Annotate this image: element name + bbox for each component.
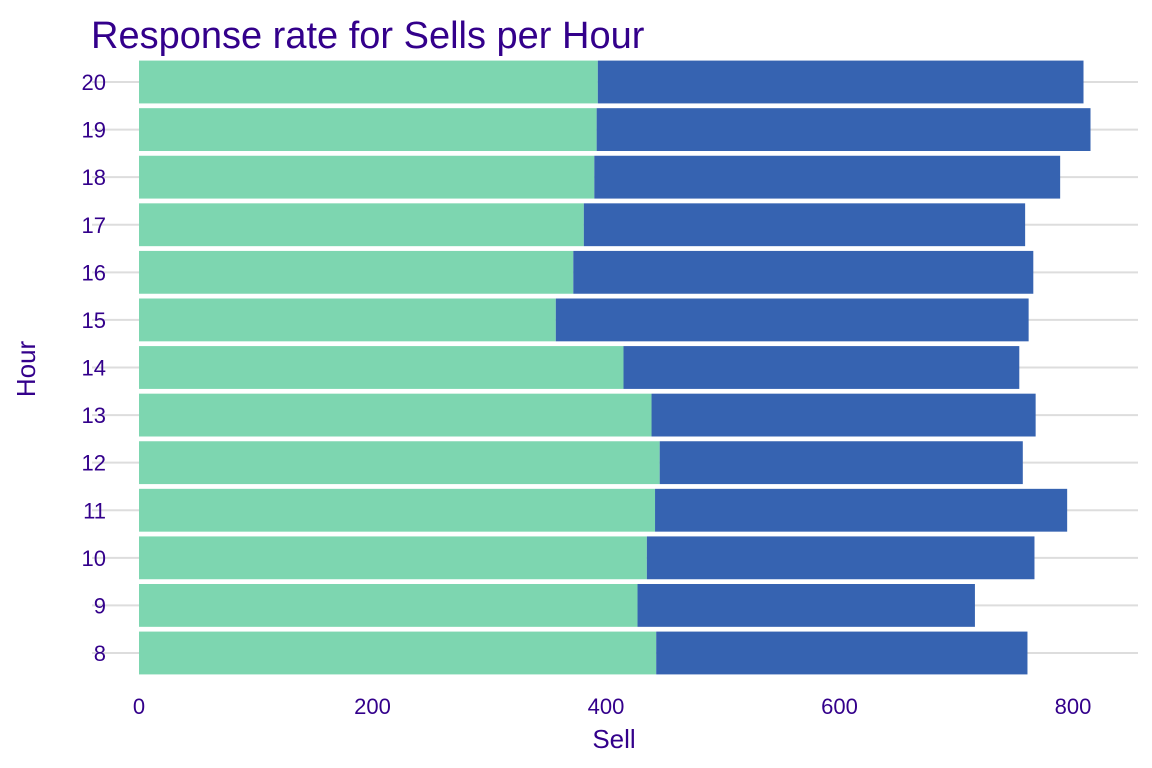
- bar-layer: [139, 60, 1091, 675]
- y-tick-label-9: 9: [94, 593, 106, 618]
- bar-hour-14-segment-1: [139, 346, 624, 389]
- y-tick-label-14: 14: [82, 356, 106, 381]
- bar-hour-8-segment-1: [139, 631, 657, 675]
- bar-hour-16-segment-2: [573, 250, 1034, 294]
- bar-hour-10-segment-2: [646, 536, 1035, 580]
- bar-hour-20-segment-1: [139, 60, 598, 104]
- y-tick-labels: 8 9 10 11 12 13 14 15 16 17 18 19 20: [82, 70, 106, 666]
- y-tick-label-12: 12: [82, 451, 106, 476]
- bar-hour-20-segment-2: [597, 60, 1084, 104]
- bar-hour-8-segment-2: [656, 631, 1028, 675]
- y-tick-label-15: 15: [82, 308, 106, 333]
- y-tick-label-8: 8: [94, 641, 106, 666]
- x-tick-label-0: 0: [133, 694, 145, 719]
- y-axis-title: Hour: [11, 340, 41, 397]
- y-tick-label-20: 20: [82, 70, 106, 95]
- bar-hour-11-segment-1: [139, 488, 656, 532]
- bar-hour-18-segment-2: [594, 155, 1061, 199]
- bar-hour-18-segment-1: [139, 155, 595, 199]
- bar-hour-17-segment-1: [139, 203, 584, 247]
- bar-hour-15-segment-2: [555, 298, 1029, 342]
- y-tick-label-10: 10: [82, 546, 106, 571]
- chart-title: Response rate for Sells per Hour: [91, 15, 645, 57]
- y-tick-label-11: 11: [83, 498, 106, 523]
- x-tick-label-200: 200: [354, 694, 391, 719]
- y-tick-label-17: 17: [82, 213, 106, 238]
- x-tick-label-600: 600: [821, 694, 858, 719]
- bar-hour-12-segment-1: [139, 441, 660, 485]
- x-tick-label-400: 400: [588, 694, 625, 719]
- y-tick-label-18: 18: [82, 165, 106, 190]
- bar-hour-9-segment-2: [637, 584, 975, 627]
- x-axis-title: Sell: [592, 724, 635, 754]
- bar-hour-12-segment-2: [659, 441, 1023, 485]
- bar-hour-19-segment-1: [139, 108, 597, 151]
- y-tick-label-19: 19: [82, 118, 106, 143]
- x-tick-label-800: 800: [1055, 694, 1092, 719]
- bar-hour-9-segment-1: [139, 584, 638, 627]
- bar-hour-11-segment-2: [655, 488, 1068, 532]
- bar-hour-17-segment-2: [583, 203, 1026, 247]
- y-tick-label-13: 13: [82, 403, 106, 428]
- x-tick-labels: 0 200 400 600 800: [133, 694, 1091, 719]
- bar-hour-16-segment-1: [139, 250, 574, 294]
- y-tick-label-16: 16: [82, 260, 106, 285]
- bar-hour-19-segment-2: [596, 108, 1091, 151]
- bar-hour-15-segment-1: [139, 298, 556, 342]
- bar-hour-10-segment-1: [139, 536, 647, 580]
- bar-hour-14-segment-2: [623, 346, 1020, 389]
- bar-hour-13-segment-2: [651, 393, 1036, 437]
- bar-hour-13-segment-1: [139, 393, 652, 437]
